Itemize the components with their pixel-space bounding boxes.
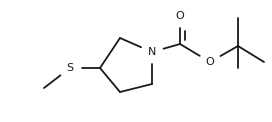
Text: O: O <box>176 11 184 21</box>
Text: S: S <box>66 63 73 73</box>
Text: O: O <box>206 57 214 67</box>
Text: N: N <box>148 47 156 57</box>
